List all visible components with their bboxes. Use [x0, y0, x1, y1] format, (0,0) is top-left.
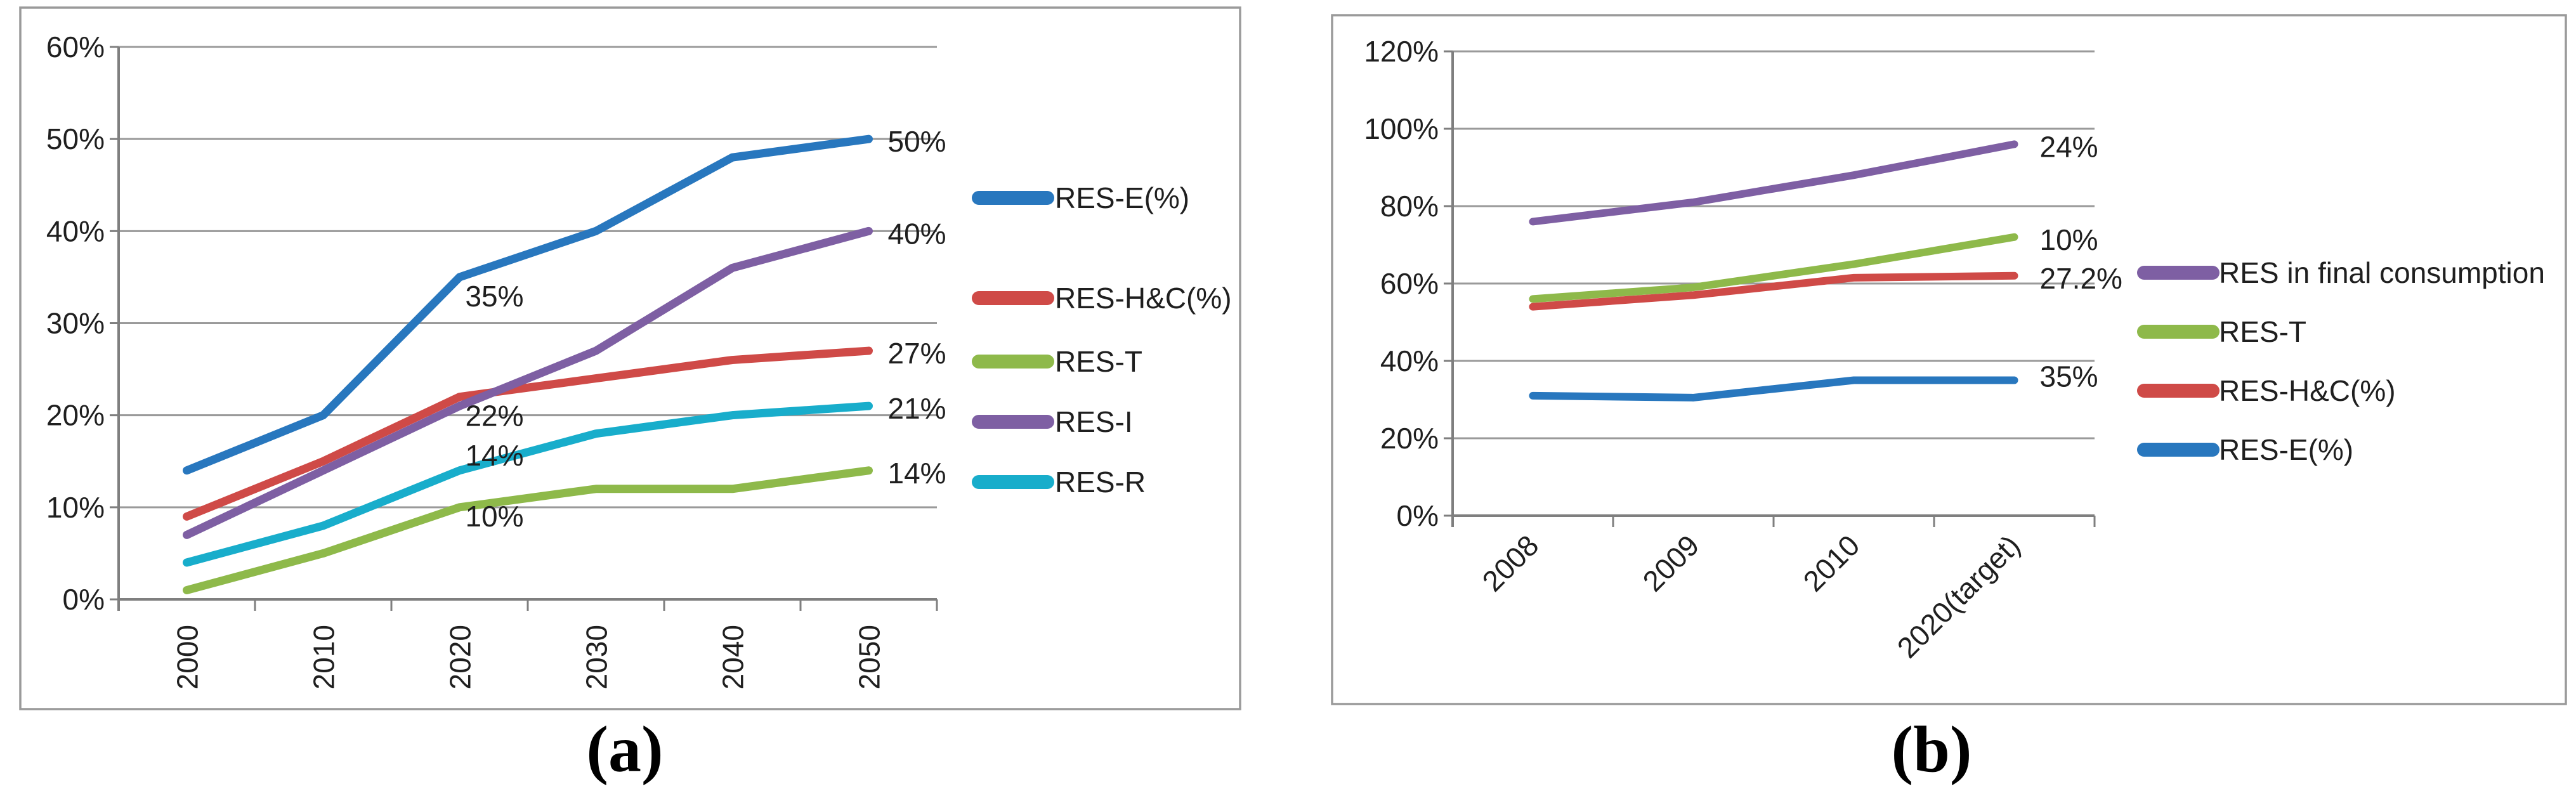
legend-label: RES-T — [1055, 345, 1142, 378]
data-label: 10% — [465, 500, 523, 533]
chart-a-res-projection: 60% 50% 40% 30% 20% 10% 0% 2000 2010 2020 2030 2040… — [19, 6, 1241, 710]
data-label: 22% — [465, 400, 523, 433]
y-tick-label: 60% — [1380, 267, 1439, 300]
y-tick-label: 40% — [1380, 344, 1439, 377]
legend-label: RES in final consumption — [2219, 256, 2545, 289]
series-line-res-in-final-consumption — [1529, 140, 2018, 226]
y-tick-label: 0% — [63, 583, 105, 616]
caption-b: (b) — [1891, 713, 1972, 786]
data-label: 21% — [888, 392, 946, 425]
legend-label: RES-E(%) — [1055, 181, 1189, 214]
y-tick-label: 10% — [46, 491, 105, 524]
y-tick-label: 50% — [46, 122, 105, 155]
data-label: 35% — [2040, 360, 2098, 393]
series-line-res-t — [1529, 233, 2018, 303]
legend-label: RES-H&C(%) — [2219, 374, 2396, 407]
x-category-label: 2000 — [171, 625, 204, 689]
series-line-res-t — [183, 466, 873, 594]
y-tick-label: 60% — [46, 30, 105, 63]
y-tick-label: 120% — [1364, 35, 1439, 68]
x-category-label: 2030 — [580, 625, 613, 689]
legend-label: RES-T — [2219, 315, 2306, 348]
data-label: 35% — [465, 280, 523, 313]
data-label: 14% — [888, 457, 946, 490]
data-label: 50% — [888, 125, 946, 158]
data-label: 27.2% — [2040, 262, 2122, 295]
y-tick-label: 80% — [1380, 190, 1439, 223]
series-line-res-i — [183, 226, 873, 539]
legend-label: RES-H&C(%) — [1055, 282, 1232, 315]
x-category-label: 2020 — [444, 625, 477, 689]
series-line-res-e- — [1529, 376, 2018, 401]
series-line-res-h-c- — [1529, 271, 2018, 311]
chart-border — [1331, 14, 2567, 705]
data-label: 24% — [2040, 130, 2098, 163]
legend-label: RES-E(%) — [2219, 433, 2353, 466]
chart-b-res-targets: 120%100%80%60%40%20%0%2008 2009 2010 2020(t… — [1331, 14, 2567, 705]
data-label: 14% — [465, 439, 523, 472]
legend-label: RES-I — [1055, 405, 1133, 438]
x-category-label: 2010 — [308, 625, 341, 689]
caption-a: (a) — [586, 713, 664, 786]
x-category-label: 2050 — [853, 625, 886, 689]
y-tick-label: 30% — [46, 307, 105, 340]
x-category-label: 2040 — [717, 625, 750, 689]
y-tick-label: 100% — [1364, 112, 1439, 145]
series-line-res-r — [183, 401, 873, 567]
data-label: 10% — [2040, 223, 2098, 256]
series-line-res-e- — [183, 134, 873, 475]
y-tick-label: 0% — [1397, 499, 1439, 532]
data-label: 40% — [888, 217, 946, 250]
y-tick-label: 40% — [46, 214, 105, 247]
y-tick-label: 20% — [1380, 422, 1439, 455]
data-label: 27% — [888, 337, 946, 370]
y-tick-label: 20% — [46, 399, 105, 432]
legend-label: RES-R — [1055, 466, 1146, 499]
series-line-res-h-c- — [183, 346, 873, 521]
